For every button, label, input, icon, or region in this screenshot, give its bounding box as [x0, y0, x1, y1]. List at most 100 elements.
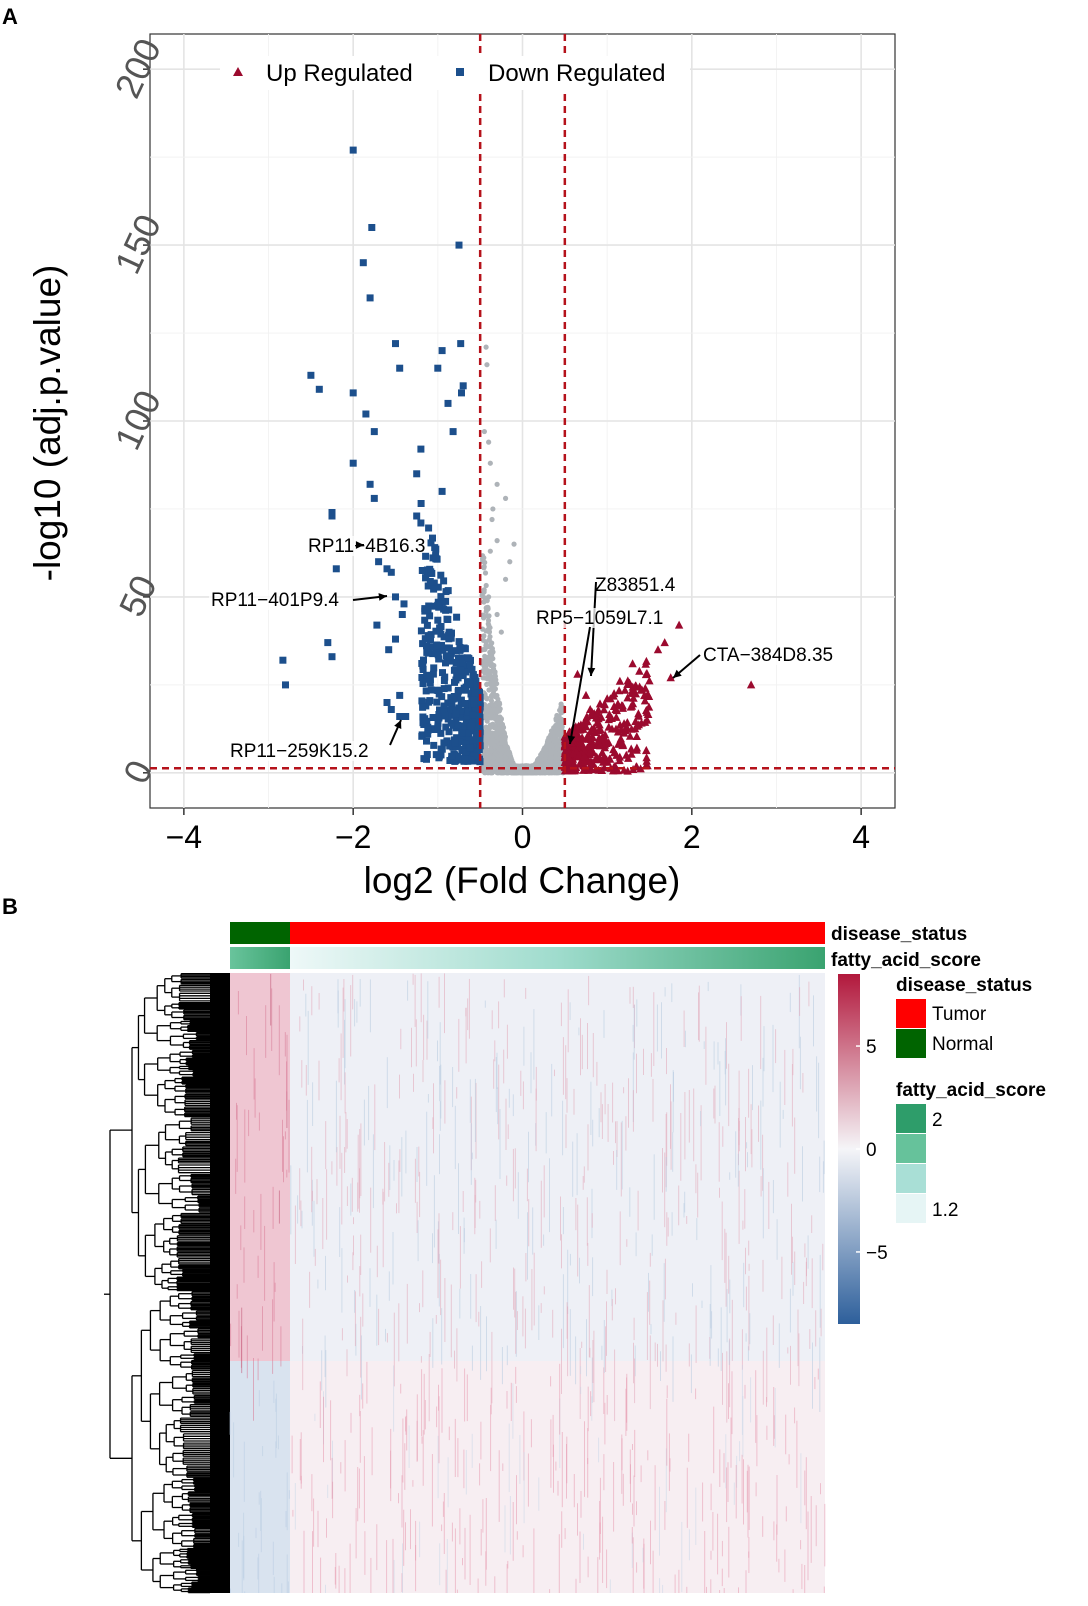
annotation-bar-score	[230, 947, 825, 969]
point-down-regulated	[450, 666, 458, 674]
point-down-regulated	[449, 428, 457, 436]
point-up-regulated	[628, 659, 637, 668]
point-not-significant	[545, 737, 552, 744]
annotation-label: RP11−259K15.2	[230, 741, 369, 762]
point-down-regulated	[430, 741, 438, 749]
point-down-regulated	[418, 732, 426, 740]
point-down-regulated	[392, 340, 399, 348]
point-not-significant	[488, 698, 495, 704]
point-down-regulated	[424, 723, 432, 731]
legend-score-swatch-2	[896, 1134, 926, 1163]
x-tick-label: 0	[514, 819, 532, 855]
point-not-significant	[490, 702, 496, 708]
disease-status-bar-label: disease_status	[831, 924, 967, 945]
x-tick-label: −4	[166, 819, 202, 855]
point-down-regulated	[442, 723, 450, 731]
point-up-regulated	[598, 748, 607, 757]
point-down-regulated	[328, 512, 336, 520]
legend-disease-title: disease_status	[896, 975, 1032, 996]
legend-score-swatch-4	[896, 1194, 926, 1223]
point-not-significant	[486, 740, 492, 746]
point-up-regulated	[620, 685, 630, 694]
point-down-regulated	[434, 651, 442, 659]
point-down-regulated	[370, 428, 378, 436]
point-not-significant	[487, 649, 493, 655]
point-down-regulated	[429, 670, 437, 678]
point-down-regulated	[439, 669, 446, 677]
point-down-regulated	[424, 649, 432, 657]
point-up-regulated	[653, 645, 663, 654]
point-not-significant	[502, 495, 509, 501]
annotation-arrow-head	[587, 667, 596, 676]
point-up-regulated	[586, 705, 595, 713]
dendrogram-leaf-block	[210, 973, 230, 1593]
point-not-significant	[552, 750, 558, 756]
point-up-regulated	[611, 705, 620, 713]
point-not-significant	[489, 685, 495, 691]
point-up-regulated	[641, 683, 650, 692]
annotation-label-bg	[228, 741, 364, 761]
legend-score-label-low: 1.2	[932, 1200, 958, 1221]
point-not-significant	[484, 696, 490, 702]
point-up-regulated	[595, 699, 605, 708]
score-normal-bar	[230, 947, 290, 969]
point-down-regulated	[442, 652, 450, 660]
point-not-significant	[486, 594, 492, 600]
point-down-regulated	[430, 585, 438, 593]
point-up-regulated	[596, 741, 605, 750]
point-down-regulated	[467, 724, 475, 731]
point-up-regulated	[666, 673, 675, 682]
point-down-regulated	[279, 656, 287, 664]
annotation-label: CTA−384D8.35	[703, 645, 833, 666]
point-not-significant	[555, 731, 561, 738]
point-down-regulated	[434, 719, 442, 727]
point-not-significant	[547, 755, 553, 761]
point-up-regulated	[645, 676, 654, 685]
point-down-regulated	[423, 751, 431, 758]
point-not-significant	[489, 646, 495, 652]
point-down-regulated	[445, 606, 453, 614]
point-down-regulated	[434, 364, 442, 372]
point-up-regulated	[597, 734, 606, 743]
point-down-regulated	[469, 711, 477, 719]
normal-block-upregulated	[230, 973, 290, 1361]
point-down-regulated	[438, 487, 446, 495]
point-not-significant	[483, 724, 489, 730]
point-not-significant	[511, 541, 517, 547]
point-down-regulated	[418, 697, 426, 705]
point-up-regulated	[746, 680, 756, 689]
point-not-significant	[496, 708, 502, 714]
point-up-regulated	[611, 724, 621, 733]
point-down-regulated	[455, 241, 463, 249]
point-not-significant	[499, 722, 506, 728]
point-up-regulated	[642, 753, 651, 762]
point-up-regulated	[643, 715, 652, 724]
point-not-significant	[495, 719, 501, 726]
point-up-regulated	[599, 705, 609, 714]
point-not-significant	[498, 757, 504, 764]
point-down-regulated	[419, 680, 427, 687]
point-down-regulated	[324, 639, 332, 647]
legend-down-label: Down Regulated	[488, 60, 665, 87]
point-down-regulated	[475, 737, 483, 745]
point-down-regulated	[451, 757, 459, 765]
annotation-arrow-head	[673, 669, 682, 678]
point-down-regulated	[385, 646, 393, 654]
point-not-significant	[486, 439, 492, 445]
legend-score-label-high: 2	[932, 1110, 943, 1131]
point-down-regulated	[437, 729, 445, 737]
point-not-significant	[489, 694, 495, 700]
point-down-regulated	[429, 643, 437, 651]
point-not-significant	[479, 592, 485, 599]
point-down-regulated	[471, 752, 478, 760]
point-up-regulated	[615, 676, 625, 685]
point-down-regulated	[438, 641, 445, 649]
gene-annotations: RP11−4B16.3 RP11−401P9.4 RP11−259K15.2 Z838…	[209, 536, 833, 762]
point-down-regulated	[448, 701, 456, 709]
point-down-regulated	[422, 574, 430, 582]
legend-normal-label: Normal	[932, 1034, 993, 1055]
point-not-significant	[555, 738, 561, 744]
point-down-regulated	[440, 633, 448, 641]
point-down-regulated	[458, 389, 465, 397]
point-down-regulated	[457, 707, 465, 715]
